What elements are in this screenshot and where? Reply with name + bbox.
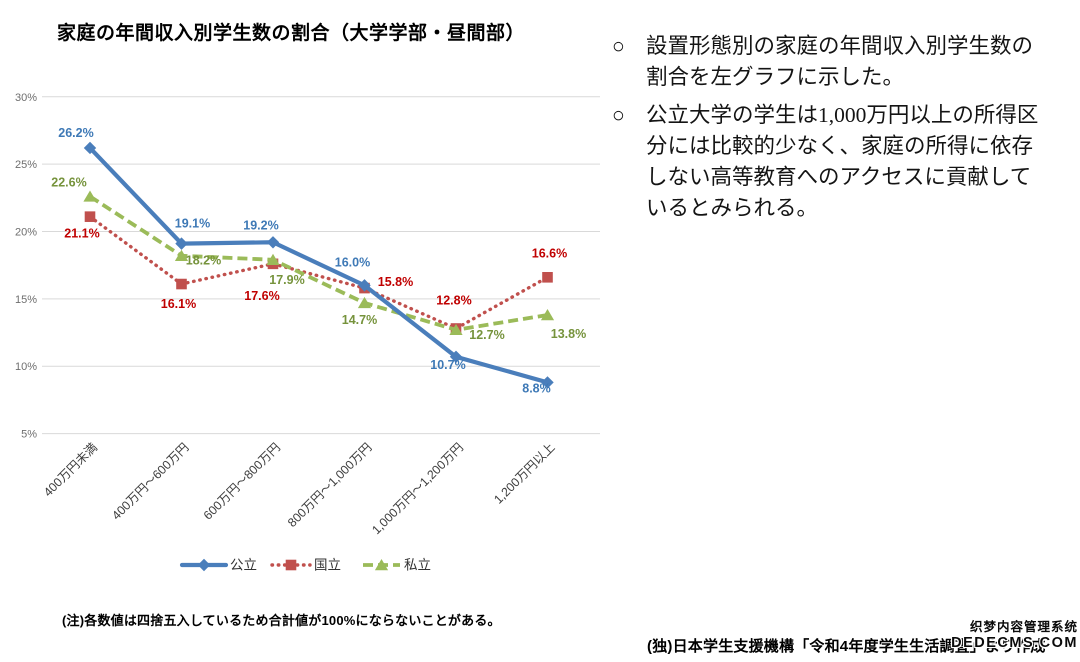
x-tick-label: 400万円～600万円: [109, 440, 191, 522]
y-tick-label: 15%: [15, 294, 37, 306]
bullet-circle-marker: ○: [612, 103, 625, 127]
data-label: 22.6%: [51, 175, 86, 189]
watermark: 织梦内容管理系统 DEDECMS.COM: [951, 620, 1078, 652]
x-tick-label: 800万円～1,000万円: [285, 440, 375, 530]
bullet-item: ○ 公立大学の学生は1,000万円以上の所得区 分には比較的少なく、家庭の所得に依存…: [612, 100, 1074, 224]
data-label: 19.1%: [175, 217, 210, 231]
data-labels-public: 26.2% 19.1% 19.2% 16.0% 10.7% 8.8%: [58, 126, 550, 395]
private-marker: [83, 190, 97, 202]
x-tick-label: 1,200万円以上: [491, 440, 557, 506]
data-label: 12.8%: [436, 294, 471, 308]
data-label: 18.2%: [186, 254, 221, 268]
chart-title: 家庭の年間収入別学生数の割合（大学学部・昼間部）: [57, 23, 526, 44]
legend-label: 国立: [314, 558, 341, 573]
public-marker: [175, 237, 188, 250]
series-private: [83, 190, 555, 336]
legend-label: 公立: [230, 558, 257, 573]
x-tick-label: 400万円未満: [41, 440, 100, 499]
watermark-domain: DEDECMS.COM: [951, 634, 1078, 651]
x-axis-labels: 400万円未満 400万円～600万円 600万円～800万円 800万円～1,000…: [41, 440, 558, 537]
data-label: 17.9%: [269, 273, 304, 287]
bullet-text: 公立大学の学生は1,000万円以上の所得区 分には比較的少なく、家庭の所得に依存し…: [646, 103, 1039, 220]
data-label: 10.7%: [430, 358, 465, 372]
data-label: 26.2%: [58, 126, 93, 140]
bullet-text: 設置形態別の家庭の年間収入別学生数の 割合を左グラフに示した。: [646, 34, 1034, 89]
legend-item-private: 私立: [363, 558, 431, 573]
data-label: 21.1%: [64, 227, 99, 241]
series-national: [84, 211, 553, 334]
legend: 公立 国立 私立: [179, 558, 431, 573]
data-label: 19.2%: [243, 218, 278, 232]
data-labels-national: 21.1% 16.1% 17.6% 15.8% 12.8% 16.6%: [64, 227, 567, 311]
commentary-panel: ○ 設置形態別の家庭の年間収入別学生数の 割合を左グラフに示した。 ○ 公立大学の学生は…: [612, 31, 1074, 231]
data-label: 17.6%: [244, 289, 279, 303]
x-tick-label: 1,000万円～1,200万円: [369, 440, 466, 537]
public-marker: [541, 376, 554, 389]
public-marker: [358, 279, 371, 292]
private-marker: [449, 323, 463, 336]
national-marker: [542, 272, 553, 283]
chart-footnote: (注)各数値は四捨五入しているため合計値が100%にならないことがある。: [62, 613, 501, 628]
chart-canvas: 5% 10% 15% 20% 25% 30% 400万円未満 400万円～600万円 600万円…: [15, 92, 600, 573]
y-tick-label: 5%: [21, 429, 37, 441]
data-labels-private: 22.6% 18.2% 17.9% 14.7% 12.7% 13.8%: [51, 175, 586, 341]
data-label: 12.7%: [469, 328, 504, 342]
x-tick-label: 600万円～800万円: [201, 440, 283, 522]
y-tick-label: 10%: [15, 361, 37, 373]
income-line-chart: 5% 10% 15% 20% 25% 30% 400万円未満 400万円～600万円 600万円…: [15, 92, 600, 573]
national-marker: [84, 211, 96, 222]
public-marker: [266, 236, 280, 249]
bullet-item: ○ 設置形態別の家庭の年間収入別学生数の 割合を左グラフに示した。: [612, 31, 1074, 93]
legend-label: 私立: [404, 558, 431, 573]
private-marker: [357, 296, 372, 309]
private-marker: [540, 309, 555, 321]
data-label: 15.8%: [378, 275, 413, 289]
public-marker: [83, 141, 97, 155]
data-label: 16.6%: [532, 246, 567, 260]
data-label: 16.1%: [161, 297, 196, 311]
bullet-circle-marker: ○: [612, 34, 625, 58]
series-public: [83, 141, 554, 389]
public-marker: [449, 350, 463, 363]
watermark-text: 织梦内容管理系统: [969, 620, 1078, 634]
legend-item-public: 公立: [179, 558, 257, 573]
data-label: 13.8%: [551, 327, 586, 341]
source-citation: (独)日本学生支援機構「令和4年度学生生活調査」より作成: [647, 638, 1046, 655]
y-tick-label: 25%: [15, 159, 37, 171]
private-marker: [266, 253, 280, 265]
national-marker: [176, 278, 187, 290]
y-tick-label: 20%: [15, 226, 37, 238]
data-label: 14.7%: [342, 313, 377, 327]
y-axis-labels: 5% 10% 15% 20% 25% 30%: [15, 92, 37, 441]
data-label: 16.0%: [335, 255, 370, 269]
y-tick-label: 30%: [15, 92, 37, 104]
private-marker: [174, 249, 189, 261]
legend-item-national: 国立: [270, 558, 341, 573]
data-label: 8.8%: [522, 381, 551, 395]
